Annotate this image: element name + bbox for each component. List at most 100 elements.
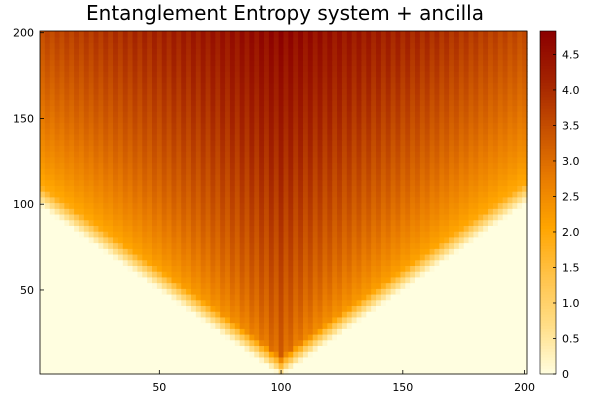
heatmap-cell xyxy=(376,351,382,358)
heatmap-cell xyxy=(40,351,46,358)
heatmap-cell xyxy=(273,276,280,284)
heatmap-cell xyxy=(283,253,289,261)
heatmap-cell xyxy=(117,351,124,358)
heatmap-cell xyxy=(293,202,299,209)
heatmap-cell xyxy=(312,196,319,204)
heatmap-cell xyxy=(512,316,518,324)
heatmap-cell xyxy=(88,111,95,118)
heatmap-cell xyxy=(400,345,406,352)
heatmap-cell xyxy=(44,333,51,341)
heatmap-cell xyxy=(385,322,392,329)
heatmap-cell xyxy=(142,111,148,118)
heatmap-cell xyxy=(312,191,319,198)
heatmap-cell xyxy=(337,265,343,272)
heatmap-cell xyxy=(64,265,70,272)
heatmap-cell xyxy=(249,265,255,272)
heatmap-cell xyxy=(366,128,372,135)
heatmap-cell xyxy=(463,333,470,341)
heatmap-cell xyxy=(74,208,80,215)
heatmap-cell xyxy=(522,179,528,186)
heatmap-cell xyxy=(307,231,314,238)
heatmap-cell xyxy=(298,156,304,164)
heatmap-cell xyxy=(40,299,46,306)
heatmap-cell xyxy=(405,265,411,272)
heatmap-cell xyxy=(166,276,173,284)
heatmap-cell xyxy=(127,259,134,266)
heatmap-cell xyxy=(380,288,387,295)
heatmap-cell xyxy=(132,328,138,335)
heatmap-cell xyxy=(444,208,450,215)
heatmap-cell xyxy=(132,299,138,306)
heatmap-cell xyxy=(293,259,299,266)
heatmap-cell xyxy=(327,242,333,249)
heatmap-cell xyxy=(366,248,372,255)
heatmap-cell xyxy=(507,311,513,318)
heatmap-cell xyxy=(458,293,465,301)
heatmap-cell xyxy=(113,225,119,232)
heatmap-cell xyxy=(225,242,231,249)
heatmap-cell xyxy=(376,299,382,306)
heatmap-cell xyxy=(215,128,221,135)
heatmap-cell xyxy=(249,213,255,221)
heatmap-cell xyxy=(463,111,470,118)
heatmap-cell xyxy=(40,151,46,158)
heatmap-cell xyxy=(117,333,124,341)
heatmap-cell xyxy=(410,93,416,101)
heatmap-cell xyxy=(268,282,275,289)
heatmap-cell xyxy=(502,259,509,266)
heatmap-cell xyxy=(205,259,212,266)
heatmap-cell xyxy=(473,265,479,272)
heatmap-cell xyxy=(356,322,363,329)
heatmap-cell xyxy=(492,316,499,324)
heatmap-cell xyxy=(298,333,304,341)
heatmap-cell xyxy=(322,173,328,181)
heatmap-cell xyxy=(488,293,494,301)
heatmap-cell xyxy=(414,122,421,129)
heatmap-cell xyxy=(220,179,226,186)
heatmap-cell xyxy=(439,345,445,352)
heatmap-cell xyxy=(434,299,440,306)
heatmap-cell xyxy=(239,322,246,329)
heatmap-cell xyxy=(98,368,104,375)
heatmap-cell xyxy=(458,196,465,204)
heatmap-cell xyxy=(332,145,338,152)
heatmap-cell xyxy=(395,111,401,118)
heatmap-cell xyxy=(127,322,134,329)
heatmap-cell xyxy=(400,208,406,215)
heatmap-cell xyxy=(176,99,182,106)
heatmap-cell xyxy=(59,339,65,347)
heatmap-cell xyxy=(390,213,397,221)
heatmap-cell xyxy=(190,168,197,175)
heatmap-cell xyxy=(419,151,426,158)
heatmap-cell xyxy=(302,225,309,232)
heatmap-cell xyxy=(293,151,299,158)
heatmap-cell xyxy=(419,259,426,266)
heatmap-cell xyxy=(283,236,289,244)
heatmap-cell xyxy=(234,236,241,244)
heatmap-cell xyxy=(497,328,504,335)
heatmap-cell xyxy=(341,225,348,232)
heatmap-cell xyxy=(93,236,100,244)
heatmap-cell xyxy=(210,276,216,284)
heatmap-cell xyxy=(264,282,270,289)
heatmap-cell xyxy=(74,305,80,312)
heatmap-cell xyxy=(337,253,343,261)
heatmap-cell xyxy=(351,231,358,238)
heatmap-cell xyxy=(434,151,440,158)
heatmap-cell xyxy=(522,122,528,129)
heatmap-cell xyxy=(366,111,372,118)
heatmap-cell xyxy=(264,368,270,375)
heatmap-cell xyxy=(327,356,333,364)
heatmap-cell xyxy=(468,351,475,358)
heatmap-cell xyxy=(259,208,265,215)
heatmap-cell xyxy=(380,133,387,141)
heatmap-cell xyxy=(414,213,421,221)
heatmap-cell xyxy=(312,213,319,221)
heatmap-cell xyxy=(390,173,397,181)
heatmap-cell xyxy=(54,128,61,135)
heatmap-cell xyxy=(449,196,455,204)
heatmap-cell xyxy=(44,173,51,181)
heatmap-cell xyxy=(254,299,260,306)
heatmap-cell xyxy=(327,139,333,146)
heatmap-cell xyxy=(229,179,236,186)
